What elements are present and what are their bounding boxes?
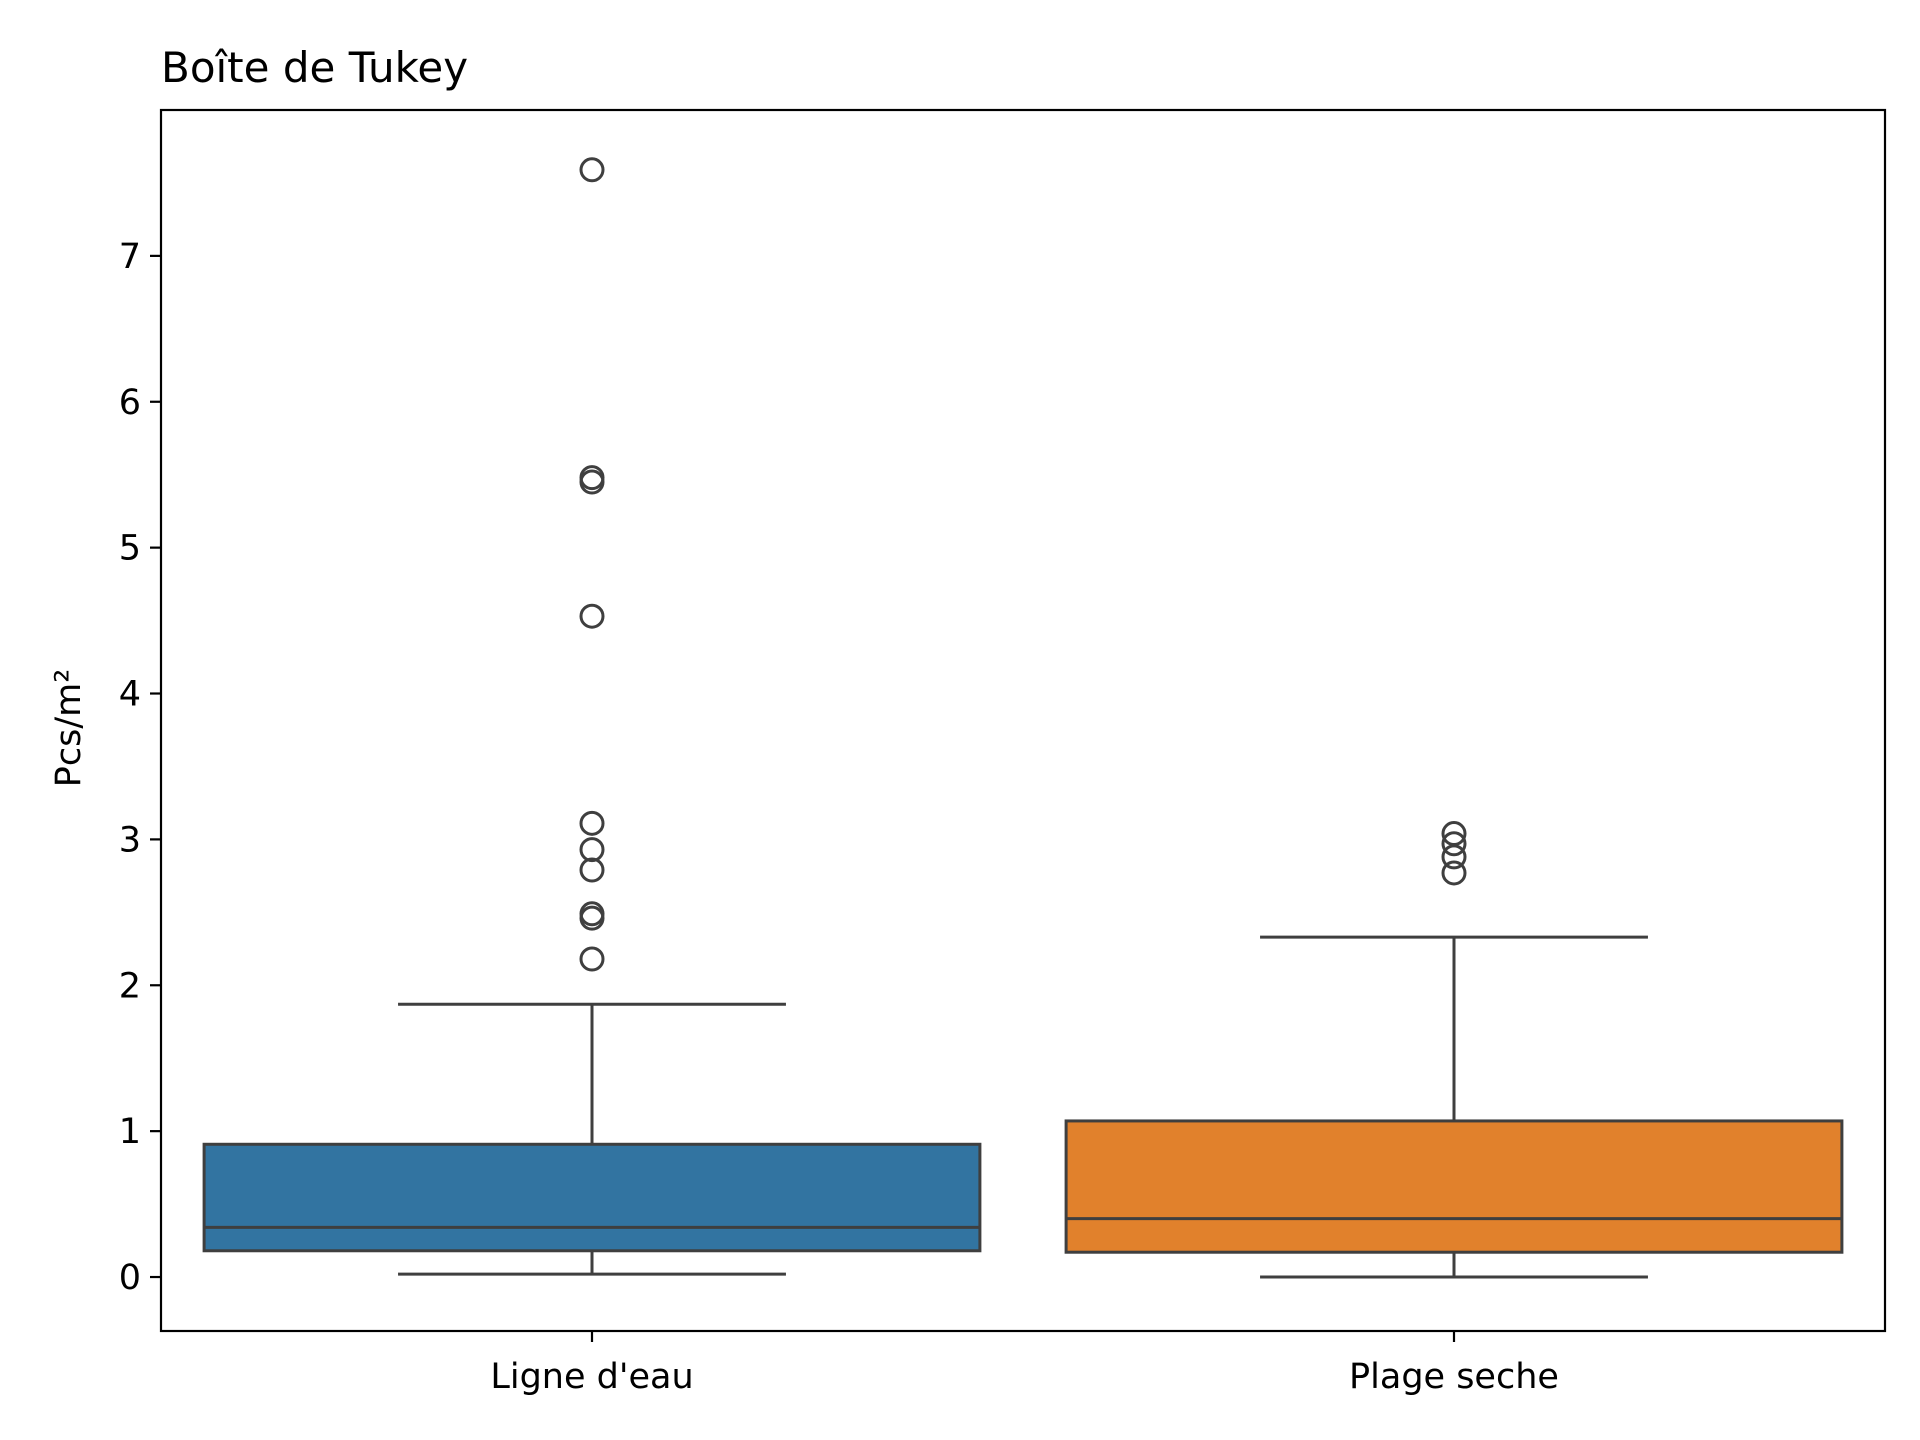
outlier-point [579,465,605,491]
box-group [202,157,982,1276]
chart-title: Boîte de Tukey [161,43,468,92]
y-tick-label: 7 [119,237,141,277]
y-tick-label: 0 [119,1258,141,1298]
y-axis: 0 1 2 3 4 5 6 7 [119,237,161,1298]
x-tick-label: Plage seche [1349,1357,1559,1397]
y-tick-label: 1 [119,1112,141,1152]
outlier-point [579,946,605,972]
outlier-point [579,837,605,863]
y-tick-label: 2 [119,966,141,1006]
y-tick-label: 5 [119,529,141,569]
outlier-point [579,157,605,183]
box-group [1064,821,1844,1279]
outlier-point [1441,831,1467,857]
outlier-point [1441,860,1467,886]
outlier-point [579,901,605,927]
y-tick-label: 4 [119,675,141,715]
y-tick-label: 6 [119,383,141,423]
outlier-point [1441,821,1467,847]
x-tick-label: Ligne d'eau [490,1357,693,1397]
y-tick-label: 3 [119,820,141,860]
outlier-point [579,810,605,836]
y-axis-label: Pcs/m² [49,669,89,788]
boxes [202,157,1844,1279]
box-iqr [202,1142,982,1253]
outlier-point [579,603,605,629]
plot-frame [159,108,1887,1333]
x-axis: Ligne d'eau Plage seche [490,1331,1559,1397]
box-iqr [1064,1119,1844,1254]
outlier-point [579,857,605,883]
